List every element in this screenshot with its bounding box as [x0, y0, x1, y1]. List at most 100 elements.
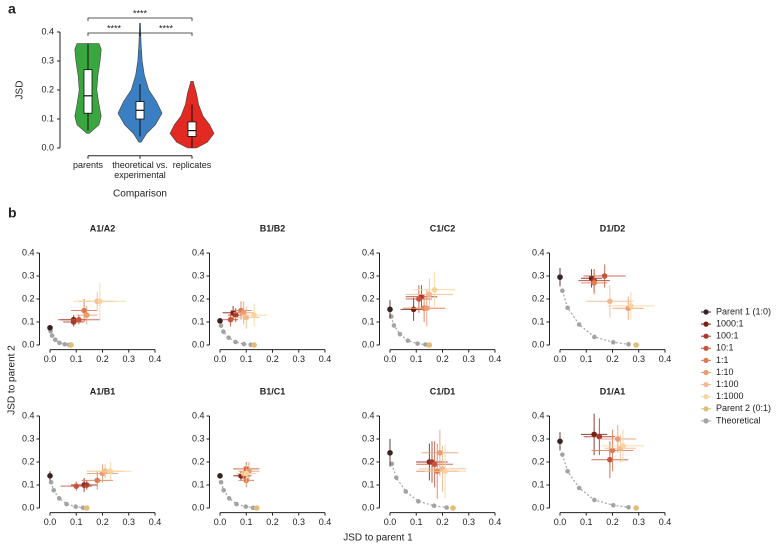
y-tick-label: 0.1	[192, 316, 205, 326]
legend-marker	[703, 406, 709, 412]
x-tick-label: 0.4	[659, 354, 672, 364]
y-tick-label: 0.1	[532, 316, 545, 326]
point	[607, 456, 613, 463]
point	[609, 447, 616, 454]
y-tick-label: 0.3	[362, 433, 375, 443]
point	[73, 483, 80, 489]
y-tick-label: 0.0	[192, 502, 205, 512]
y-tick-label: 0.3	[192, 270, 205, 280]
category-label: replicates	[172, 159, 212, 170]
point	[442, 468, 448, 475]
panel-label: b	[8, 205, 17, 221]
theoretical-point	[565, 468, 570, 474]
category-label: parents	[72, 159, 104, 170]
y-tick-label: 0.1	[362, 316, 375, 326]
theoretical-point	[226, 496, 232, 501]
theoretical-point	[405, 338, 411, 343]
theoretical-point	[52, 337, 58, 343]
x-tick-label: 0.3	[462, 354, 475, 364]
point	[557, 438, 563, 445]
x-tick-label: 0.1	[240, 354, 253, 364]
theoretical-point	[576, 322, 582, 327]
point	[423, 305, 430, 312]
theoretical-point	[389, 461, 395, 467]
theoretical-point	[626, 342, 631, 347]
point	[387, 306, 393, 313]
theoretical-point	[391, 323, 397, 328]
box	[83, 69, 93, 114]
x-tick-label: 0.1	[70, 354, 83, 364]
point	[607, 298, 613, 305]
x-axis-label: JSD to parent 1	[343, 533, 413, 544]
y-tick-label: 0.4	[22, 247, 35, 257]
legend-marker	[703, 321, 709, 327]
x-tick-label: 0.3	[462, 517, 475, 527]
theoretical-point	[423, 342, 428, 347]
theoretical-point	[560, 452, 565, 457]
x-tick-label: 0.0	[554, 354, 567, 364]
x-tick-label: 0.0	[214, 354, 227, 364]
x-tick-label: 0.1	[240, 517, 253, 527]
point	[240, 310, 247, 316]
x-tick-label: 0.0	[214, 517, 227, 527]
x-tick-label: 0.3	[632, 517, 645, 527]
legend-label: 100:1	[716, 331, 739, 341]
theoretical-point	[226, 335, 231, 340]
legend-label: 1:1000	[716, 391, 744, 401]
x-tick-label: 0.2	[606, 517, 619, 527]
point	[416, 296, 422, 302]
theoretical-point	[73, 504, 79, 509]
y-tick-label: 0.4	[532, 247, 545, 257]
subplot-title: C1/C2	[430, 223, 456, 233]
theoretical-point	[233, 339, 238, 345]
point	[431, 287, 438, 293]
x-tick-label: 0.1	[410, 354, 423, 364]
y-tick-label: 0.3	[192, 433, 205, 443]
x-tick-label: 0.1	[580, 354, 593, 364]
y-tick-label: 0.2	[532, 456, 545, 466]
x-axis-label: Comparison	[113, 189, 167, 200]
x-tick-label: 0.2	[436, 354, 449, 364]
point	[81, 307, 87, 314]
x-tick-label: 0.0	[554, 517, 567, 527]
y-tick-label: 0.2	[192, 293, 205, 303]
theoretical-point	[51, 487, 56, 493]
y-axis-label: JSD to parent 2	[7, 345, 18, 415]
subplot-title: C1/D1	[430, 386, 456, 396]
x-tick-label: 0.4	[489, 354, 502, 364]
point	[251, 312, 257, 318]
y-tick-label: 0.2	[362, 293, 375, 303]
x-tick-label: replicates	[172, 159, 212, 170]
y-tick-label: 0.2	[41, 84, 54, 94]
x-tick-label: 0.0	[384, 517, 397, 527]
y-tick-label: 0.0	[532, 339, 545, 349]
theoretical-point	[592, 334, 597, 340]
y-tick-label: 0.0	[192, 339, 205, 349]
theoretical-point	[397, 331, 403, 337]
point	[426, 291, 433, 298]
point	[601, 273, 608, 279]
theoretical-point	[626, 505, 631, 510]
point	[47, 324, 53, 331]
theoretical-point	[62, 342, 67, 347]
point	[83, 482, 90, 488]
x-tick-label: 0.0	[44, 354, 57, 364]
y-tick-label: 0.0	[22, 339, 35, 349]
y-tick-label: 0.2	[22, 456, 35, 466]
point	[83, 312, 90, 318]
x-tick-label: 0.3	[122, 354, 135, 364]
point	[70, 319, 77, 325]
y-tick-label: 0.1	[41, 113, 54, 123]
point	[227, 316, 234, 323]
y-tick-label: 0.0	[362, 339, 375, 349]
theoretical-point	[64, 501, 69, 507]
legend-label: 1:1	[716, 355, 729, 365]
x-tick-label: 0.4	[149, 517, 162, 527]
point	[76, 316, 82, 323]
y-tick-label: 0.2	[362, 456, 375, 466]
x-tick-label: theoretical vs. experimental	[112, 160, 168, 180]
legend-label: Parent 2 (0:1)	[716, 403, 771, 413]
subplot-title: D1/D2	[600, 223, 626, 233]
point	[614, 436, 621, 442]
